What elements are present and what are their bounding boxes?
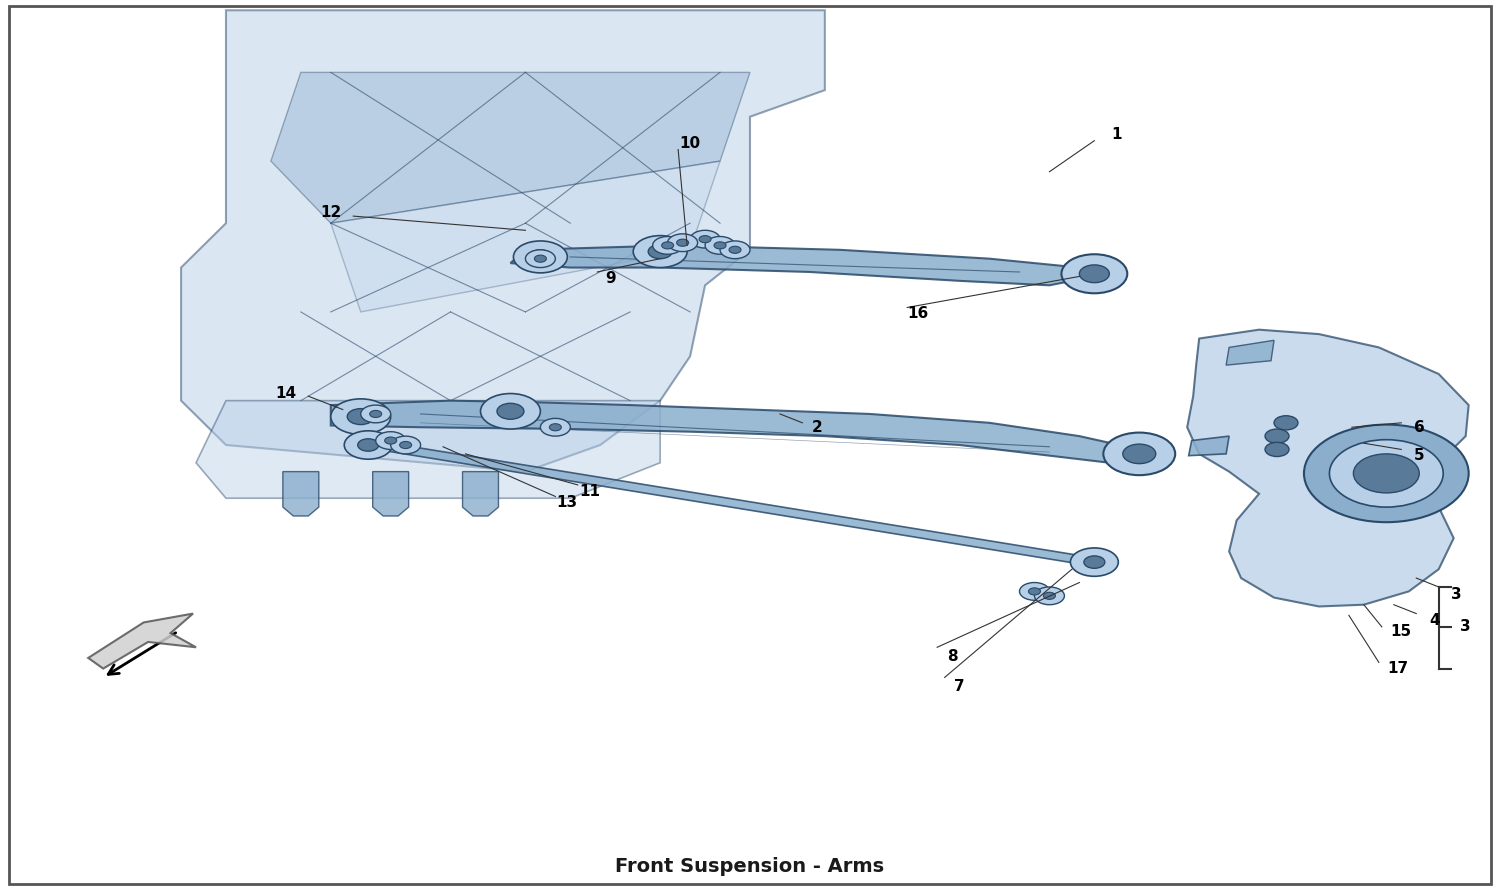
Circle shape <box>375 432 405 449</box>
Text: 11: 11 <box>579 483 600 498</box>
Text: 5: 5 <box>1414 449 1425 463</box>
Text: 9: 9 <box>606 271 616 286</box>
Polygon shape <box>510 246 1095 286</box>
Circle shape <box>1044 592 1056 599</box>
Text: 4: 4 <box>1430 613 1440 628</box>
Circle shape <box>714 242 726 249</box>
Text: 3: 3 <box>1452 587 1462 602</box>
Text: 6: 6 <box>1414 420 1425 434</box>
Polygon shape <box>88 613 196 668</box>
Circle shape <box>1329 440 1443 507</box>
Circle shape <box>1264 442 1288 457</box>
Circle shape <box>652 237 682 255</box>
Circle shape <box>633 236 687 268</box>
Polygon shape <box>196 400 660 498</box>
Circle shape <box>1274 416 1298 430</box>
Polygon shape <box>360 443 1110 564</box>
Circle shape <box>345 431 392 459</box>
Circle shape <box>1124 444 1155 464</box>
Circle shape <box>668 234 698 252</box>
Circle shape <box>528 250 552 264</box>
Text: 13: 13 <box>556 495 578 510</box>
Text: 2: 2 <box>812 420 824 434</box>
Text: 10: 10 <box>680 136 700 150</box>
Text: 1: 1 <box>1112 127 1122 142</box>
Circle shape <box>1035 587 1065 604</box>
Circle shape <box>525 250 555 268</box>
Circle shape <box>549 424 561 431</box>
Circle shape <box>540 418 570 436</box>
Circle shape <box>1080 265 1110 283</box>
Polygon shape <box>284 472 320 516</box>
Text: 14: 14 <box>276 386 297 401</box>
Circle shape <box>399 441 411 449</box>
Circle shape <box>346 409 374 425</box>
Circle shape <box>357 439 378 451</box>
Polygon shape <box>462 472 498 516</box>
Polygon shape <box>332 400 1140 463</box>
Circle shape <box>662 242 674 249</box>
Circle shape <box>1062 255 1128 294</box>
Circle shape <box>513 241 567 273</box>
Circle shape <box>690 231 720 248</box>
Text: Front Suspension - Arms: Front Suspension - Arms <box>615 857 885 876</box>
Circle shape <box>1264 429 1288 443</box>
Polygon shape <box>1186 329 1468 606</box>
Text: 3: 3 <box>1460 619 1470 635</box>
Circle shape <box>360 405 390 423</box>
Text: 15: 15 <box>1390 624 1411 639</box>
Circle shape <box>390 436 420 454</box>
Circle shape <box>534 255 546 263</box>
Text: 7: 7 <box>954 679 964 694</box>
Circle shape <box>1104 433 1174 475</box>
Circle shape <box>480 393 540 429</box>
Polygon shape <box>1226 340 1274 365</box>
Circle shape <box>676 239 688 247</box>
Polygon shape <box>1188 436 1228 456</box>
Circle shape <box>699 236 711 243</box>
Polygon shape <box>182 11 825 472</box>
Circle shape <box>1304 425 1468 522</box>
Circle shape <box>1020 583 1050 600</box>
Circle shape <box>369 410 381 417</box>
Text: 16: 16 <box>908 306 928 321</box>
Circle shape <box>720 241 750 259</box>
Circle shape <box>384 437 396 444</box>
Circle shape <box>705 237 735 255</box>
Polygon shape <box>332 161 720 312</box>
Circle shape <box>1071 548 1119 577</box>
Polygon shape <box>272 72 750 223</box>
Circle shape <box>496 403 523 419</box>
Circle shape <box>1029 587 1041 595</box>
Circle shape <box>332 399 390 434</box>
Text: 17: 17 <box>1388 661 1408 676</box>
Circle shape <box>729 247 741 254</box>
Circle shape <box>1084 556 1106 569</box>
Text: 12: 12 <box>320 205 342 220</box>
Text: 8: 8 <box>946 649 957 664</box>
Polygon shape <box>372 472 408 516</box>
Circle shape <box>1353 454 1419 493</box>
Circle shape <box>648 245 672 259</box>
